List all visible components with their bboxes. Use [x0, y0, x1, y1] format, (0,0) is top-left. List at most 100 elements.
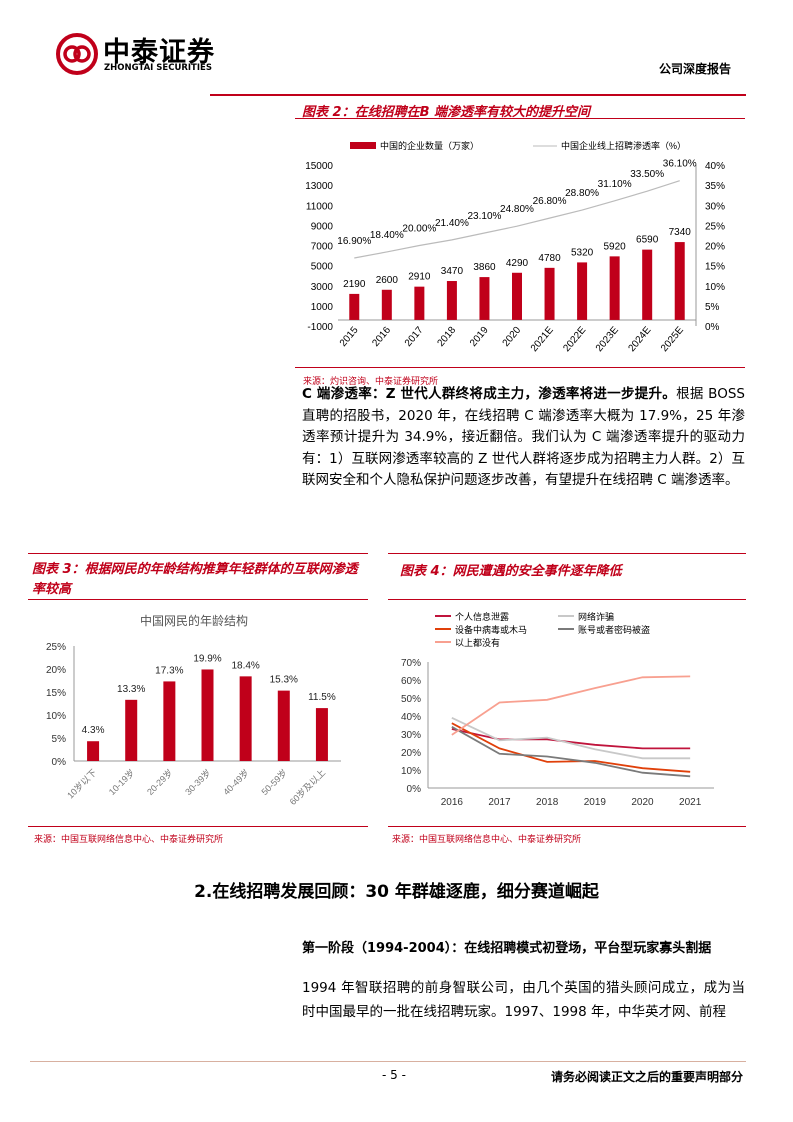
y-tick-label: 40%: [401, 712, 421, 723]
x-tick-label: 2021E: [529, 325, 556, 354]
bar-label: 19.9%: [193, 653, 221, 664]
legend-label: 网络诈骗: [578, 611, 614, 622]
line-label: 36.10%: [663, 159, 697, 170]
legend-label: 以上都没有: [455, 637, 500, 648]
bar-label: 7340: [669, 227, 692, 238]
x-tick-label: 60岁及以上: [287, 767, 327, 807]
chart-title: 中国网民的年龄结构: [140, 613, 248, 628]
x-tick-label: 2017: [488, 797, 511, 808]
header-divider: [210, 94, 746, 96]
series-line: [451, 675, 691, 736]
bar: [87, 741, 100, 761]
line-label: 23.10%: [467, 211, 501, 222]
y-tick-label: -1000: [307, 322, 333, 333]
series-line: [451, 716, 691, 760]
divider: [295, 367, 745, 368]
fig3-title: 图表 3：根据网民的年龄结构推算年轻群体的互联网渗透率较高: [32, 562, 358, 597]
line-label: 18.40%: [370, 230, 404, 241]
logo: 中泰证券 ZHONGTAI SECURITIES: [55, 30, 245, 78]
legend-bar-label: 中国的企业数量（万家）: [380, 140, 479, 151]
fig4-title: 图表 4：网民遭遇的安全事件逐年降低: [400, 564, 622, 579]
y-tick-label: 3000: [311, 282, 334, 293]
bar: [315, 708, 328, 761]
line-label: 24.80%: [500, 204, 534, 215]
fig3-source: 来源：中国互联网络信息中心、中泰证券研究所: [34, 835, 224, 845]
y-tick-label: 0%: [407, 784, 422, 795]
legend-line-label: 中国企业线上招聘渗透率（%）: [561, 140, 686, 151]
bar-label: 18.4%: [231, 660, 259, 671]
y-tick-label: 70%: [401, 658, 421, 669]
x-tick-label: 2016: [370, 324, 393, 348]
divider: [388, 826, 746, 827]
logo-emblem-icon: [56, 33, 98, 75]
divider: [28, 826, 368, 827]
x-tick-label: 2019: [468, 324, 491, 348]
line-label: 20.00%: [402, 224, 436, 235]
bar-label: 4290: [506, 258, 529, 269]
y2-tick-label: 10%: [705, 282, 725, 293]
x-tick-label: 2025E: [659, 325, 686, 354]
bar-label: 3470: [441, 266, 464, 277]
legend-bar-swatch: [350, 142, 376, 149]
section-text: 1994 年智联招聘的前身智联公司，由几个英国的猎头顾问成立，成为当时中国最早的…: [302, 980, 745, 1020]
bar: [642, 249, 653, 320]
y-tick-label: 25%: [46, 642, 66, 653]
bar: [414, 286, 425, 320]
y-tick-label: 10%: [46, 711, 66, 722]
bar: [446, 281, 457, 320]
series-line: [451, 722, 691, 773]
paragraph-c-side: C 端渗透率：Z 世代人群终将成主力，渗透率将进一步提升。根据 BOSS 直聘的…: [302, 384, 745, 492]
enterprise-chart: 中国的企业数量（万家） 中国企业线上招聘渗透率（%） 15000 13000 11000…: [305, 140, 725, 354]
disclaimer: 请务必阅读正文之后的重要声明部分: [550, 1070, 743, 1084]
y-tick-label: 0%: [52, 757, 67, 768]
section-subheading: 第一阶段（1994-2004）：在线招聘模式初登场，平台型玩家寡头割据: [302, 941, 712, 956]
x-tick-label: 30-39岁: [182, 767, 212, 797]
y2-tick-label: 20%: [705, 242, 725, 253]
legend-label: 设备中病毒或木马: [455, 624, 527, 635]
y2-tick-label: 15%: [705, 262, 725, 273]
x-tick-label: 2018: [435, 324, 458, 348]
x-tick-label: 10-19岁: [106, 767, 136, 797]
divider: [28, 599, 368, 600]
x-tick-label: 2018: [536, 797, 559, 808]
divider: [388, 599, 746, 600]
y-tick-label: 30%: [401, 730, 421, 741]
series-line: [451, 728, 691, 750]
divider: [28, 553, 368, 554]
x-tick-label: 2021: [679, 797, 702, 808]
bar-label: 13.3%: [117, 684, 145, 695]
fig4-source: 来源：中国互联网络信息中心、中泰证券研究所: [392, 835, 582, 845]
bar-label: 17.3%: [155, 665, 183, 676]
bar-label: 4.3%: [82, 725, 105, 736]
bar-label: 5320: [571, 247, 594, 258]
bar: [577, 262, 588, 320]
legend-label: 账号或者密码被盗: [578, 624, 650, 635]
x-tick-label: 2020: [631, 797, 654, 808]
y-tick-label: 9000: [311, 221, 334, 232]
x-tick-label: 2016: [441, 797, 464, 808]
bar-label: 5920: [604, 241, 627, 252]
bar-label: 2910: [408, 272, 431, 283]
bar-label: 2190: [343, 279, 366, 290]
logo-en: ZHONGTAI SECURITIES: [104, 63, 212, 73]
y2-tick-label: 40%: [705, 161, 725, 172]
page-number: - 5 -: [382, 1068, 406, 1082]
line-label: 31.10%: [598, 179, 632, 190]
bar: [479, 277, 490, 320]
x-tick-label: 2023E: [594, 325, 621, 354]
report-type: 公司深度报告: [658, 62, 731, 76]
y2-tick-label: 0%: [705, 322, 720, 333]
x-tick-label: 40-49岁: [221, 767, 251, 797]
line-label: 26.80%: [533, 196, 567, 207]
legend-label: 个人信息泄露: [455, 611, 509, 622]
y2-tick-label: 35%: [705, 181, 725, 192]
y-tick-label: 20%: [46, 665, 66, 676]
y-tick-label: 7000: [311, 242, 334, 253]
bar: [381, 289, 392, 320]
y-tick-label: 20%: [401, 748, 421, 759]
bar-label: 4780: [538, 253, 561, 264]
bar-label: 3860: [473, 262, 496, 273]
x-tick-label: 20-29岁: [144, 767, 174, 797]
y2-tick-label: 30%: [705, 201, 725, 212]
